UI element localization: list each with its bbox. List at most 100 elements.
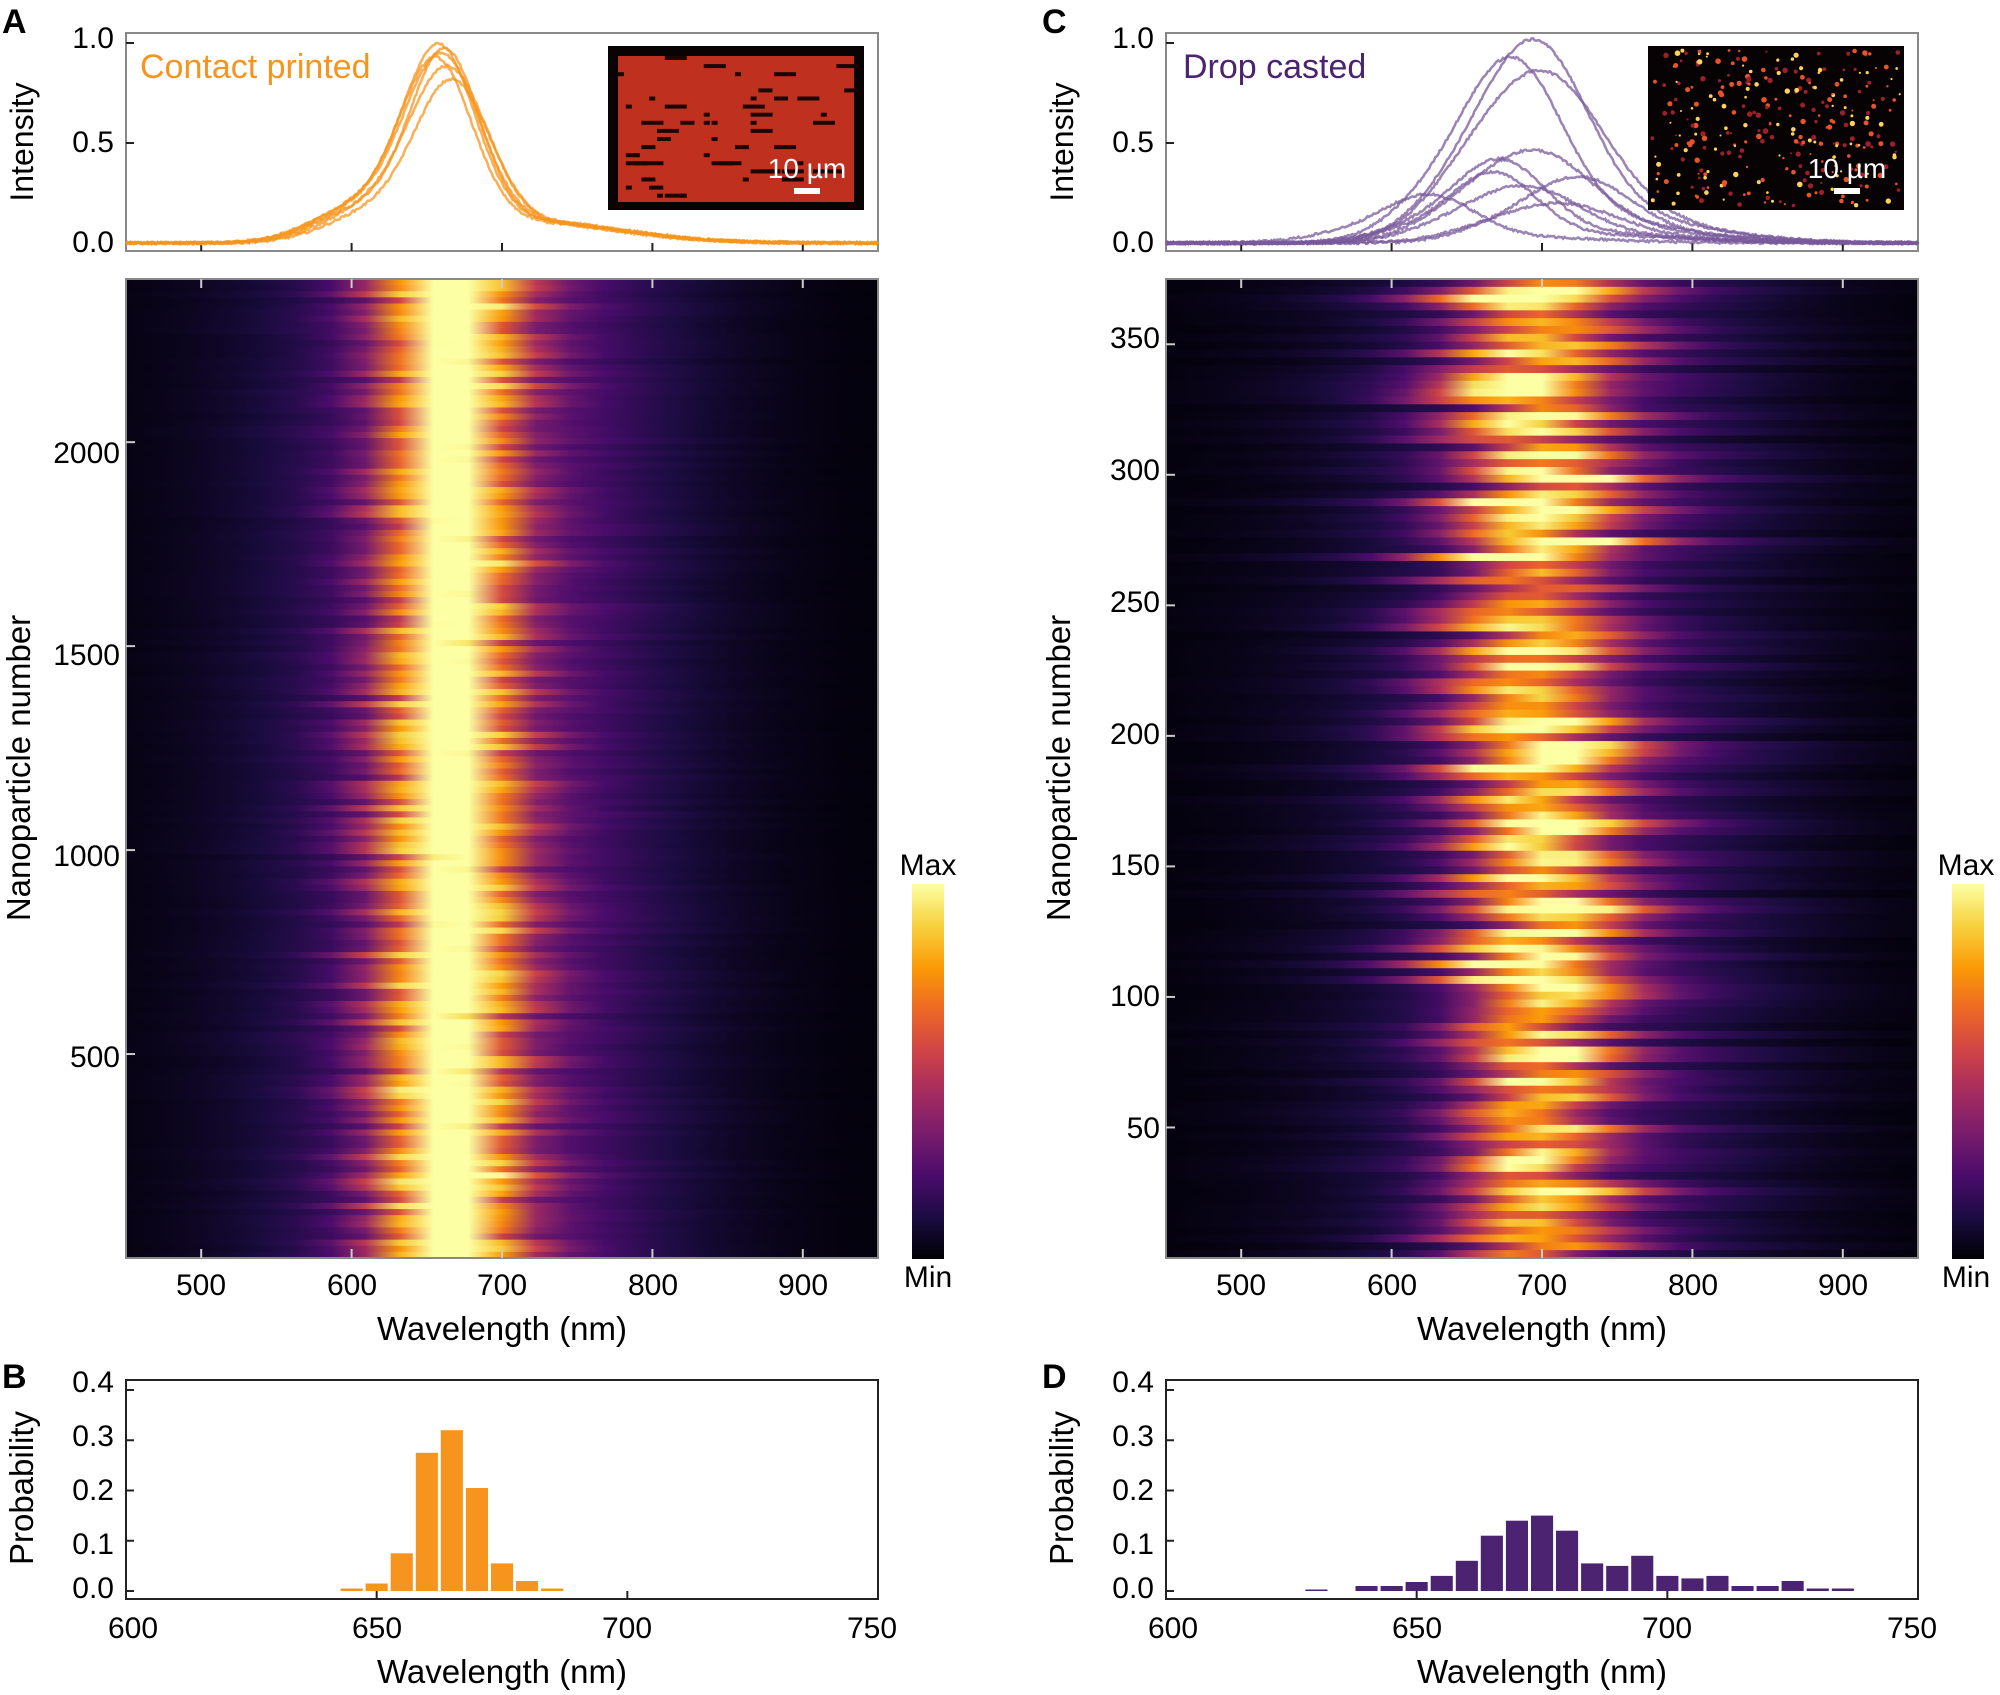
histogram-bar [1756, 1586, 1779, 1591]
inset-particle [1699, 198, 1704, 204]
panel-b-ylabel: Probability [3, 1410, 40, 1565]
heatmap-row [126, 829, 878, 837]
heatmap-row [126, 939, 878, 947]
heatmap-row [126, 737, 878, 745]
inset-gap [625, 153, 640, 158]
panel-b-xlabel: Wavelength (nm) [377, 1653, 627, 1690]
heatmap-row [126, 964, 878, 972]
inset-particle [1693, 101, 1699, 107]
heatmap-row [126, 713, 878, 721]
inset-particle [1862, 146, 1866, 149]
panel-label-d: D [1042, 1358, 1067, 1396]
heatmap-row [1166, 1218, 1918, 1228]
inset-particle [1839, 78, 1844, 82]
panel-d-ytick-0.2: 0.2 [1112, 1474, 1154, 1507]
inset-particle [1880, 96, 1885, 101]
heatmap-row [1166, 842, 1918, 852]
heatmap-row [1166, 1203, 1918, 1212]
heatmap-row [1166, 1093, 1918, 1102]
panel-c-spectrum-lines [1164, 36, 1919, 247]
panel-a-scalebar-label: 10 µm [768, 153, 846, 184]
heatmap-row [126, 297, 878, 305]
heatmap-row [126, 762, 878, 770]
heatmap-row [1166, 294, 1918, 304]
inset-particle [1809, 153, 1812, 155]
heatmap-row [126, 896, 878, 904]
histogram-bar [1480, 1535, 1503, 1591]
heatmap-row [126, 1190, 878, 1198]
heatmap-row [1166, 1117, 1918, 1126]
heatmap-row [126, 474, 878, 482]
inset-gap [703, 112, 710, 117]
heatmap-row [1166, 929, 1918, 938]
panel-c-heatmap-ytick-150: 150 [1110, 849, 1160, 882]
heatmap-row [1166, 396, 1918, 405]
inset-particle [1697, 172, 1700, 175]
heatmap-row [126, 860, 878, 867]
inset-particle [1745, 86, 1750, 91]
panel-d-ytick-0.4: 0.4 [1112, 1366, 1154, 1399]
heatmap-row [1166, 474, 1918, 484]
heatmap-row [1166, 1124, 1918, 1134]
inset-particle [1703, 175, 1707, 180]
inset-particle [1832, 142, 1835, 145]
inset-particle [1832, 155, 1836, 159]
heatmap-row [1166, 976, 1918, 985]
inset-particle [1888, 108, 1892, 112]
heatmap-row [126, 450, 878, 458]
inset-gap [664, 56, 687, 60]
panel-b-ytick-0.4: 0.4 [72, 1366, 114, 1399]
inset-particle [1766, 191, 1769, 194]
inset-particle [1656, 161, 1662, 167]
inset-particle [1736, 80, 1742, 86]
heatmap-row [126, 493, 878, 500]
panel-a-colorbar-max: Max [900, 849, 957, 882]
inset-particle [1680, 110, 1682, 112]
inset-particle [1802, 178, 1807, 183]
panel-a-inset-pattern [618, 56, 859, 198]
inset-gap [781, 177, 804, 182]
panel-a-heatmap-rows [126, 279, 878, 1259]
heatmap-row [126, 1025, 878, 1033]
heatmap-row [1166, 913, 1918, 922]
heatmap-row [1166, 560, 1918, 570]
heatmap-row [126, 1074, 878, 1082]
inset-particle [1705, 55, 1708, 58]
heatmap-row [1166, 999, 1918, 1008]
panel-a-heatmap: 500 600 700 800 900 500 1000 1500 2000 W… [0, 278, 957, 1347]
inset-particle [1849, 136, 1855, 142]
heatmap-row [126, 664, 878, 672]
inset-particle [1791, 169, 1796, 175]
heatmap-row [1166, 991, 1918, 1001]
heatmap-row [126, 1123, 878, 1131]
histogram-bar [1380, 1586, 1403, 1591]
inset-gap [750, 128, 773, 133]
inset-gap [641, 161, 664, 166]
panel-d-xtick-750: 750 [1887, 1612, 1937, 1645]
inset-particle [1877, 172, 1884, 179]
inset-particle [1798, 134, 1803, 140]
inset-particle [1742, 64, 1745, 67]
panel-a-ytick-0: 0.0 [72, 226, 114, 259]
inset-gap [797, 161, 804, 166]
inset-gap [618, 72, 624, 77]
heatmap-row [126, 701, 878, 708]
inset-particle [1727, 73, 1730, 77]
inset-particle [1852, 48, 1857, 54]
heatmap-row [126, 548, 878, 555]
heatmap-row [126, 389, 878, 396]
heatmap-row [1166, 835, 1918, 844]
heatmap-row [1166, 866, 1918, 875]
heatmap-row [126, 994, 878, 1002]
inset-particle [1856, 163, 1862, 169]
inset-particle [1708, 94, 1713, 98]
inset-particle [1831, 92, 1834, 96]
inset-particle [1878, 141, 1884, 147]
inset-particle [1822, 67, 1827, 71]
inset-particle [1843, 122, 1849, 128]
inset-particle [1790, 152, 1792, 155]
inset-particle [1791, 127, 1796, 132]
spectrum-line-6 [125, 54, 878, 247]
inset-particle [1679, 59, 1683, 63]
